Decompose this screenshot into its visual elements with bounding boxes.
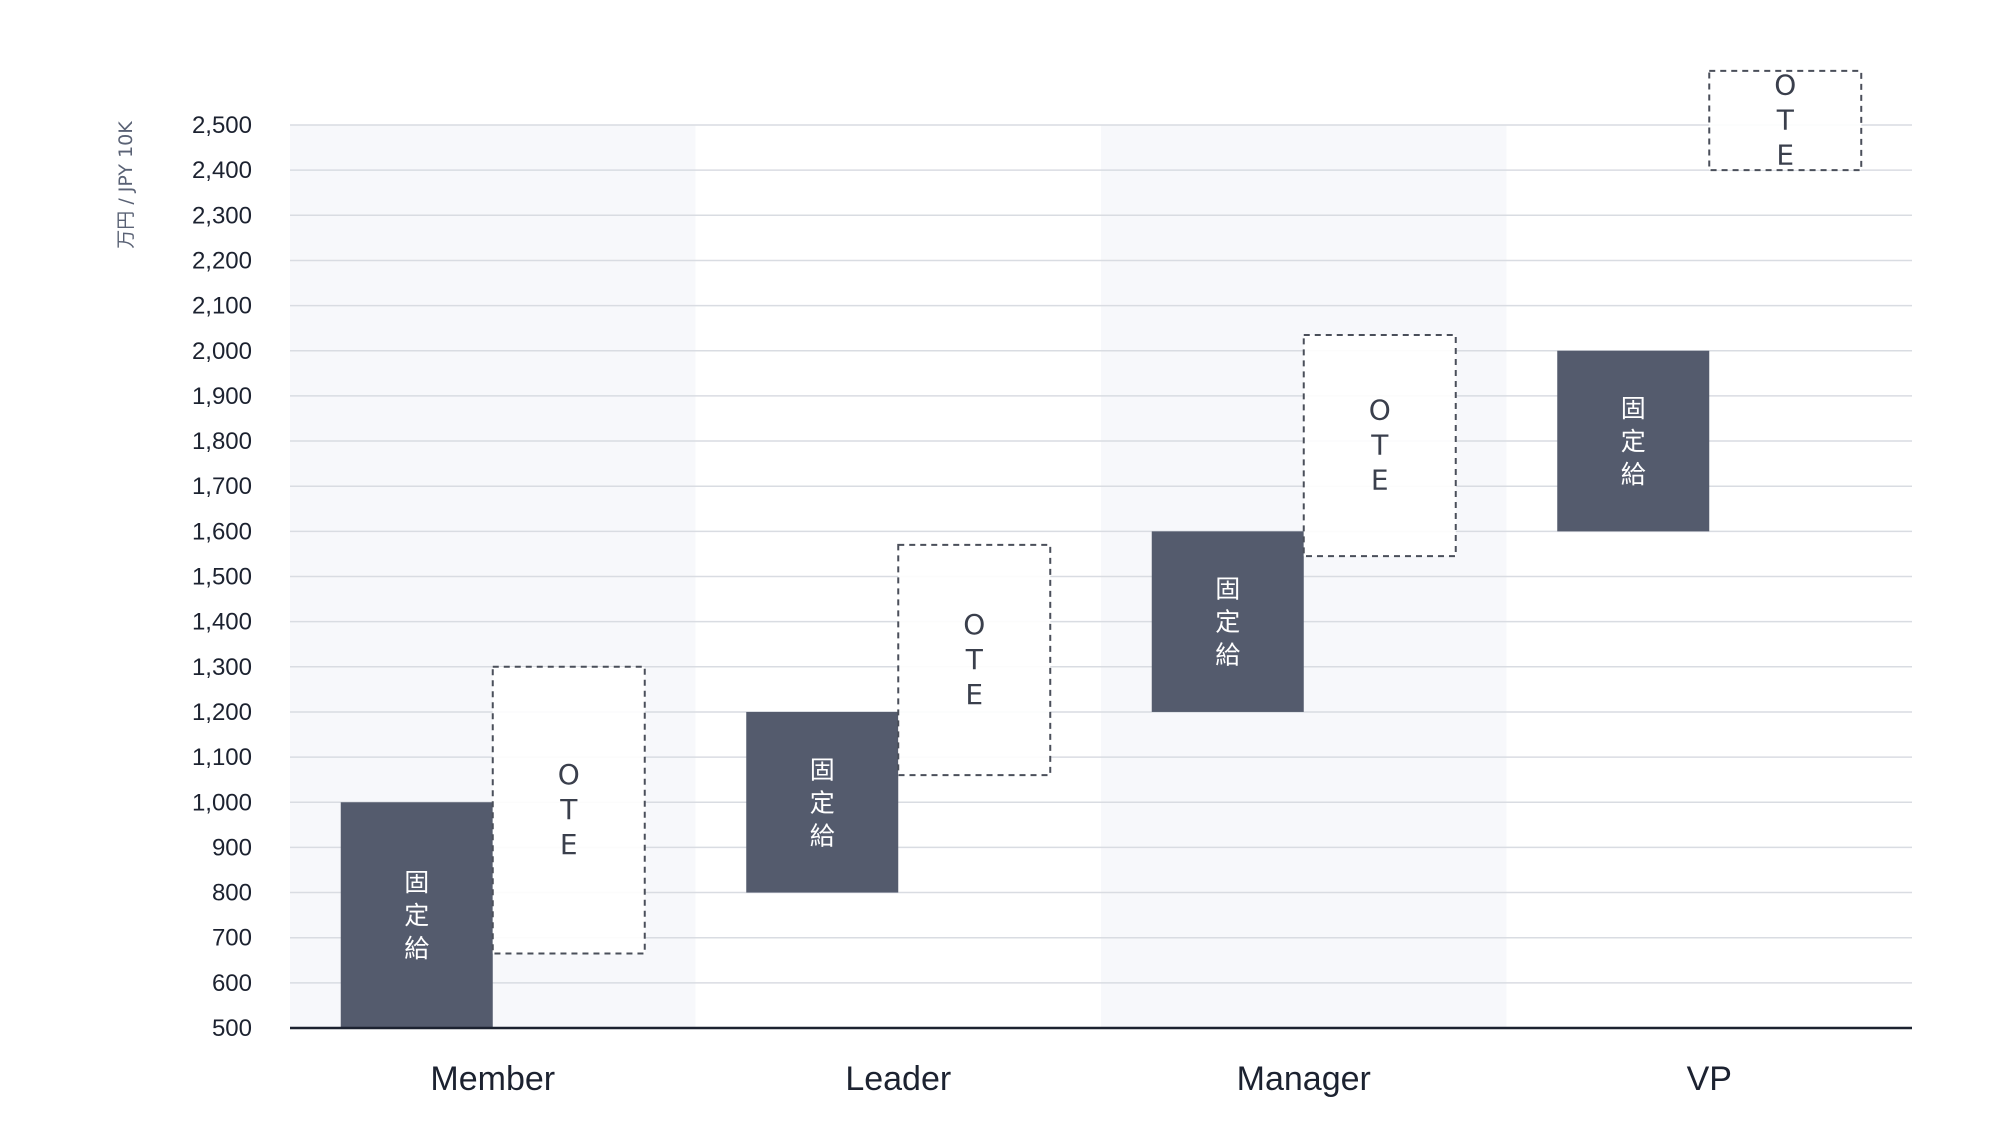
y-tick-label: 1,800 (192, 428, 252, 455)
base-salary-bar (746, 711, 899, 893)
ote-label-char: T (559, 793, 578, 826)
y-tick-label: 2,200 (192, 247, 252, 274)
x-category-label: Manager (1237, 1060, 1371, 1098)
base-salary-label-char: 給 (404, 934, 429, 963)
y-tick-label: 1,500 (192, 564, 252, 591)
x-category-label: Member (430, 1060, 555, 1098)
base-salary-bar (340, 802, 493, 1028)
base-salary-label-char: 固 (1215, 575, 1240, 604)
ote-range-bar (1302, 333, 1457, 558)
y-tick-label: 900 (212, 834, 252, 861)
y-tick-label: 1,400 (192, 609, 252, 636)
ote-label-char: E (965, 678, 983, 711)
y-tick-label: 2,500 (192, 112, 252, 139)
ote-label-char: T (1370, 429, 1389, 462)
y-axis-ticks: 500 600 700 800 900 1,000 1,100 1,200 1,300 1,400… (192, 112, 252, 1042)
base-salary-label-char: 給 (1621, 460, 1646, 489)
y-tick-label: 1,900 (192, 383, 252, 410)
ote-range-bar (1708, 69, 1863, 172)
base-salary-label-char: 定 (810, 788, 835, 817)
y-tick-label: 1,000 (192, 789, 252, 816)
base-salary-label-char: 固 (810, 755, 835, 784)
y-tick-label: 500 (212, 1015, 252, 1042)
base-salary-label-char: 定 (404, 901, 429, 930)
y-tick-label: 800 (212, 880, 252, 907)
ote-label-char: O (1369, 394, 1391, 427)
x-axis-labels: Member Leader Manager VP (430, 1060, 1732, 1098)
ote-range-bar (491, 665, 646, 955)
y-tick-label: 2,300 (192, 202, 252, 229)
y-tick-label: 2,100 (192, 293, 252, 320)
base-salary-label-char: 定 (1621, 427, 1646, 456)
ote-label-char: T (1776, 103, 1795, 136)
base-salary-label-char: 固 (1621, 394, 1646, 423)
y-tick-label: 1,100 (192, 744, 252, 771)
base-salary-label-char: 固 (404, 868, 429, 897)
y-axis-title: 万円 / JPY 10K (115, 121, 137, 249)
ote-label-char: O (1774, 68, 1796, 101)
x-category-label: Leader (845, 1060, 951, 1098)
y-tick-label: 2,000 (192, 338, 252, 365)
base-salary-label-char: 定 (1215, 608, 1240, 637)
y-tick-label: 1,600 (192, 518, 252, 545)
ote-label-char: E (1776, 138, 1794, 171)
ote-range-bar (897, 543, 1052, 777)
base-salary-bar (1151, 531, 1304, 712)
y-tick-label: 1,200 (192, 699, 252, 726)
y-tick-label: 1,300 (192, 654, 252, 681)
x-category-label: VP (1687, 1060, 1732, 1098)
ote-label-char: T (965, 643, 984, 676)
y-tick-label: 700 (212, 925, 252, 952)
ote-label-char: O (963, 608, 985, 641)
ote-label-char: E (560, 828, 578, 861)
y-tick-label: 1,700 (192, 473, 252, 500)
base-salary-label-char: 給 (1215, 641, 1240, 670)
base-salary-bar (1557, 350, 1710, 532)
y-tick-label: 2,400 (192, 157, 252, 184)
y-tick-label: 600 (212, 970, 252, 997)
ote-label-char: O (558, 758, 580, 791)
ote-label-char: E (1371, 464, 1389, 497)
base-salary-label-char: 給 (810, 821, 835, 850)
